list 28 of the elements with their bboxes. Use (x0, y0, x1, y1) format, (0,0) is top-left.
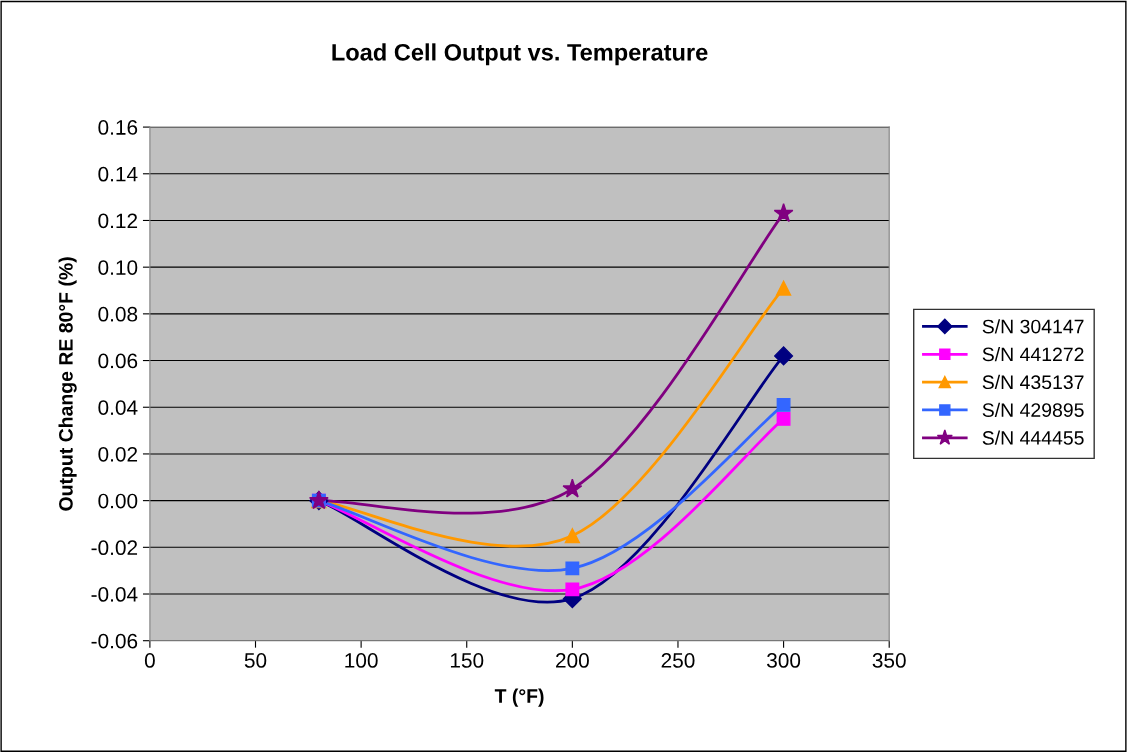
x-tick-label: 300 (767, 653, 801, 668)
y-tick-label: 0.04 (98, 400, 138, 415)
y-tick-label: 0.14 (98, 166, 138, 182)
legend-label: S/N 429895 (982, 402, 1084, 417)
x-tick-label: 50 (244, 653, 267, 668)
y-tick-label: 0.00 (98, 493, 138, 509)
legend-label: S/N 441272 (982, 346, 1084, 362)
y-tick-label: -0.04 (91, 587, 138, 602)
y-tick-label: 0.16 (98, 120, 138, 135)
chart-title: Load Cell Output vs. Temperature (332, 43, 708, 66)
x-tick-label: 200 (556, 653, 589, 668)
y-tick-label: 0.12 (98, 213, 138, 229)
legend-label: S/N 435137 (982, 374, 1084, 390)
y-tick-label: 0.10 (98, 260, 138, 275)
y-tick-label: 0.08 (98, 306, 138, 322)
x-tick-label: 250 (661, 653, 695, 668)
x-tick-label: 0 (144, 653, 155, 668)
y-tick-label: -0.02 (91, 540, 138, 556)
y-axis-title: Output Change RE 80°F (%) (58, 257, 77, 511)
y-tick-label: 0.06 (98, 353, 138, 369)
x-axis-title: T (°F) (494, 688, 544, 707)
legend-label: S/N 304147 (982, 319, 1084, 334)
y-tick-label: 0.02 (98, 446, 138, 462)
x-tick-label: 150 (450, 653, 484, 668)
x-tick-label: 350 (872, 653, 906, 668)
legend-label: S/N 444455 (982, 430, 1084, 445)
y-tick-label: -0.06 (91, 633, 138, 649)
x-tick-label: 100 (345, 653, 378, 668)
